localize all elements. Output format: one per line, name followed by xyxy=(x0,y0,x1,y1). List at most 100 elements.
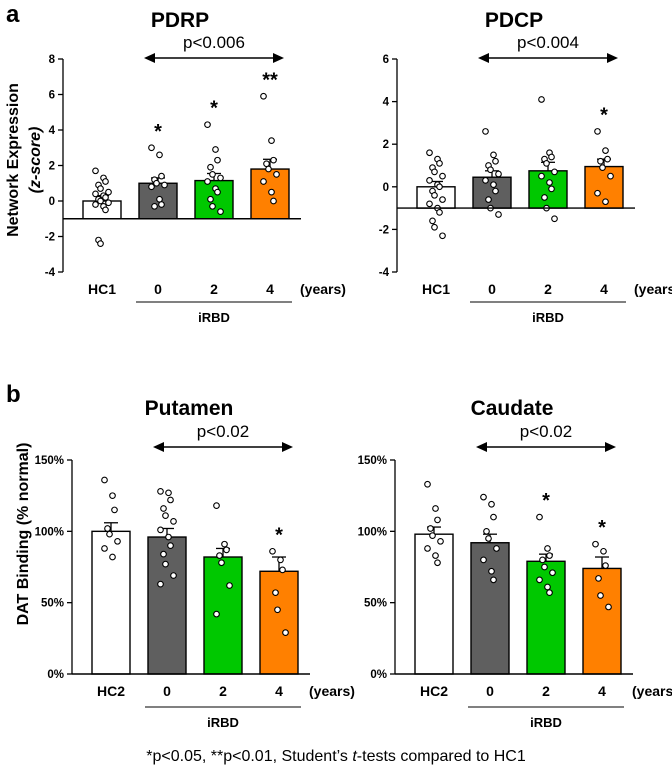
y-tick-label: 50% xyxy=(41,598,64,610)
x-tick-label: 4 xyxy=(600,281,608,297)
data-point xyxy=(268,188,275,196)
data-point xyxy=(595,575,602,582)
y-tick-label: 100% xyxy=(35,526,64,538)
data-point xyxy=(265,165,272,173)
x-tick-label: 4 xyxy=(275,683,283,699)
x-tick-label: HC1 xyxy=(88,281,116,297)
y-tick-label: 6 xyxy=(49,90,55,102)
data-point xyxy=(538,172,545,180)
data-point xyxy=(439,196,446,203)
data-point xyxy=(223,546,230,554)
data-point xyxy=(165,489,172,497)
data-point xyxy=(97,240,104,247)
group-label: iRBD xyxy=(198,310,230,325)
data-point xyxy=(277,556,284,564)
data-point xyxy=(483,527,490,535)
x-tick-label: 2 xyxy=(544,281,552,297)
x-tick-label: 2 xyxy=(219,683,227,699)
significance-marker: ** xyxy=(262,69,278,91)
comparison-p-value: p<0.004 xyxy=(517,33,579,52)
data-point xyxy=(439,172,446,180)
data-point xyxy=(102,206,109,214)
data-point xyxy=(541,563,548,571)
data-point xyxy=(102,194,109,201)
data-point xyxy=(426,200,433,208)
data-point xyxy=(431,168,438,176)
data-point xyxy=(270,197,277,205)
data-point xyxy=(495,211,502,218)
data-point xyxy=(605,603,612,611)
significance-marker: * xyxy=(154,121,162,143)
data-point xyxy=(434,559,441,567)
x-tick-label: HC2 xyxy=(97,683,125,699)
data-point xyxy=(600,547,607,555)
x-tick-label: 4 xyxy=(598,683,606,699)
data-point xyxy=(158,201,165,208)
data-point xyxy=(536,513,543,521)
data-point xyxy=(158,172,165,180)
chart-pdcp: PDCP -4 -2 0 2 4 6 * HC1 0 2 4 (years) iRBD p<0.004 xyxy=(379,9,672,325)
data-point xyxy=(485,196,492,203)
data-point xyxy=(599,164,606,171)
panel-label-a: a xyxy=(6,1,20,28)
panel-label-b: b xyxy=(6,381,21,408)
years-label: (years) xyxy=(632,683,672,699)
data-point xyxy=(480,493,487,501)
y-tick-label: 0% xyxy=(47,669,64,681)
data-point xyxy=(209,171,216,178)
data-point xyxy=(492,157,499,165)
y-tick-label: 4 xyxy=(49,125,56,137)
data-point xyxy=(495,170,502,178)
data-point xyxy=(543,160,550,167)
arrowhead-right xyxy=(282,442,293,452)
arrowhead-right xyxy=(273,53,284,63)
bar xyxy=(582,567,622,675)
data-point xyxy=(546,179,553,186)
data-point xyxy=(148,144,155,152)
arrowhead-left xyxy=(478,53,489,63)
row-a-ylabel: Network Expression (z-score) xyxy=(5,83,44,237)
data-point xyxy=(602,562,609,569)
data-point xyxy=(162,512,169,519)
significance-marker: * xyxy=(210,98,218,120)
data-point xyxy=(549,569,556,577)
chart-title: PDRP xyxy=(151,9,209,32)
data-point xyxy=(541,194,548,201)
y-tick-label: -4 xyxy=(45,267,56,279)
x-tick-label: 4 xyxy=(266,281,274,297)
data-point xyxy=(607,172,614,180)
data-point xyxy=(538,96,545,103)
data-point xyxy=(592,540,599,548)
data-point xyxy=(436,160,443,167)
y-tick-label: -2 xyxy=(379,224,389,236)
figure: a b Network Expression (z-score) DAT Bin… xyxy=(5,1,672,730)
data-point xyxy=(105,188,112,196)
data-point xyxy=(488,500,495,508)
data-point xyxy=(157,580,164,588)
data-point xyxy=(260,178,267,185)
data-point xyxy=(493,545,500,552)
comparison-p-value: p<0.02 xyxy=(520,422,572,441)
data-point xyxy=(487,166,494,174)
group-label: iRBD xyxy=(530,715,562,730)
footnote-italic: t xyxy=(352,748,357,765)
data-point xyxy=(167,542,174,549)
data-point xyxy=(97,197,104,205)
data-point xyxy=(485,535,492,542)
comparison-p-value: p<0.006 xyxy=(183,33,245,52)
data-point xyxy=(156,195,163,203)
arrowhead-right xyxy=(605,442,616,452)
data-point xyxy=(101,545,108,552)
years-label: (years) xyxy=(300,281,346,297)
chart-caudate: Caudate 0% 50% 100% 150% * * HC2 0 2 4 (years) iRBD p… xyxy=(358,397,672,730)
data-point xyxy=(490,151,497,159)
data-point xyxy=(488,567,495,575)
data-point xyxy=(424,545,431,552)
data-point xyxy=(424,480,431,488)
data-point xyxy=(92,190,99,198)
data-point xyxy=(482,177,489,184)
data-point xyxy=(260,92,267,100)
data-point xyxy=(157,526,164,534)
chart-title: Caudate xyxy=(471,397,554,420)
